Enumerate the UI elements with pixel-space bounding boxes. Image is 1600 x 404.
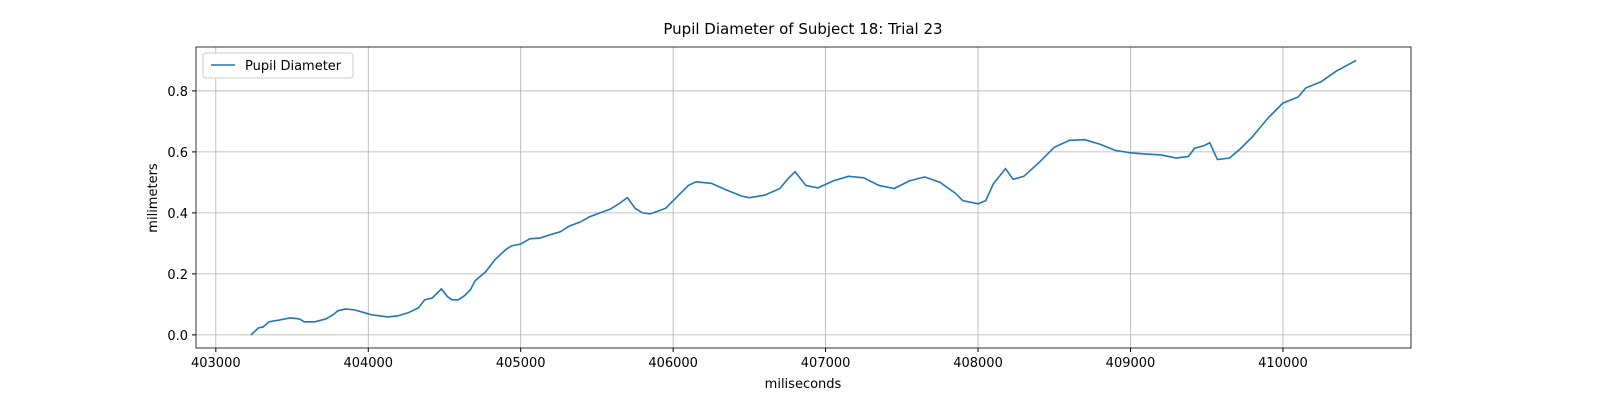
plot-frame	[195, 46, 1412, 349]
x-tick-label: 407000	[801, 356, 851, 371]
legend-box	[202, 52, 354, 79]
chart-title: Pupil Diameter of Subject 18: Trial 23	[663, 20, 942, 38]
x-tick-label: 405000	[496, 356, 546, 371]
x-tick-label: 403000	[191, 356, 241, 371]
x-tick-label: 410000	[1258, 356, 1308, 371]
y-tick-label: 0.6	[167, 146, 188, 161]
y-tick-label: 0.0	[167, 329, 188, 344]
data-line	[250, 59, 1357, 336]
x-tick-label: 406000	[648, 356, 698, 371]
x-tick-label: 404000	[343, 356, 393, 371]
x-axis-label: miliseconds	[765, 377, 842, 392]
y-tick-label: 0.4	[167, 207, 188, 222]
y-tick-label: 0.2	[167, 268, 188, 283]
y-axis-label: milimeters	[146, 163, 161, 233]
x-tick-label: 408000	[953, 356, 1003, 371]
y-tick-label: 0.8	[167, 85, 188, 100]
x-tick-label: 409000	[1106, 356, 1156, 371]
legend-label: Pupil Diameter	[245, 59, 342, 74]
